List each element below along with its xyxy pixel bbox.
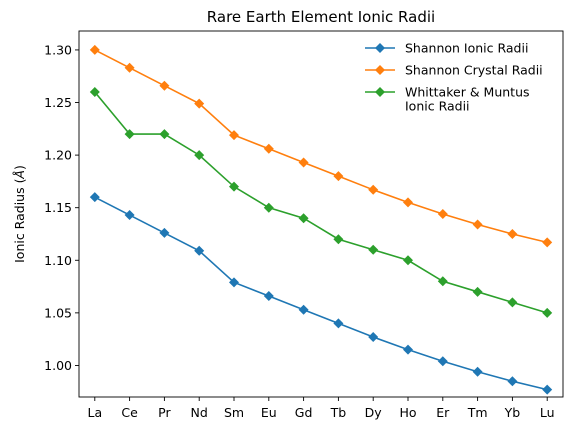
y-axis-label-unit: Å: [12, 170, 27, 180]
x-tick-label: La: [87, 405, 102, 420]
x-tick-label: Tb: [330, 405, 347, 420]
legend-label: Shannon Crystal Radii: [405, 63, 543, 78]
data-point: [229, 181, 239, 192]
x-tick-label: Eu: [261, 405, 277, 420]
series-line: [94, 49, 548, 244]
x-tick-label: Pr: [158, 405, 171, 420]
data-point: [263, 291, 274, 302]
x-tick-label: Er: [436, 405, 450, 420]
legend-label: Ionic Radii: [405, 99, 470, 114]
x-tick-label: Ce: [121, 405, 138, 420]
data-point: [507, 376, 518, 387]
data-point: [542, 384, 553, 395]
data-point: [229, 130, 239, 141]
data-point: [507, 228, 518, 239]
y-axis-label-prefix: Ionic Radius (: [12, 179, 27, 263]
x-axis: La Ce Pr Nd Sm Eu Gd Tb Dy Ho Er Tm Yb Lu: [87, 397, 555, 420]
series-line: [94, 91, 548, 314]
legend-label: Shannon Ionic Radii: [405, 41, 528, 56]
y-tick-label: 1.05: [44, 305, 72, 320]
data-point: [194, 98, 205, 109]
data-point: [298, 157, 309, 168]
x-tick-label: Dy: [365, 405, 383, 420]
data-point: [368, 244, 379, 255]
data-point: [437, 356, 448, 367]
data-point: [124, 62, 135, 73]
data-point: [437, 209, 448, 219]
series-line: [94, 196, 548, 391]
data-point: [263, 202, 274, 213]
data-point: [333, 318, 344, 329]
x-tick-label: Ho: [399, 405, 416, 420]
data-point: [472, 286, 483, 297]
x-tick-label: Gd: [295, 405, 313, 420]
series-2: [89, 44, 553, 248]
data-point: [159, 129, 170, 140]
data-point: [159, 227, 170, 238]
series-3: [89, 87, 553, 318]
legend-swatch-marker: [375, 87, 385, 97]
data-point: [333, 234, 344, 245]
data-point: [403, 255, 413, 266]
legend-item: Shannon Crystal Radii: [365, 63, 543, 78]
data-point: [124, 210, 135, 221]
data-point: [368, 332, 379, 343]
chart-title: Rare Earth Element Ionic Radii: [207, 8, 435, 26]
legend-item: Shannon Ionic Radii: [365, 41, 528, 56]
y-axis: 1.00 1.05 1.10 1.15 1.20 1.25 1.30: [44, 42, 79, 373]
y-tick-label: 1.10: [44, 253, 72, 268]
legend-swatch-marker: [375, 65, 385, 75]
data-point: [437, 276, 448, 287]
y-tick-label: 1.15: [44, 200, 72, 215]
series-1: [89, 192, 553, 395]
series-layer: [89, 44, 553, 395]
data-point: [542, 307, 553, 318]
data-point: [333, 171, 344, 182]
data-point: [472, 219, 483, 230]
y-axis-label: Ionic Radius (Å): [12, 165, 27, 263]
data-point: [89, 192, 100, 203]
data-point: [263, 143, 274, 154]
x-tick-label: Yb: [504, 405, 521, 420]
plot-frame: [78, 30, 564, 398]
x-tick-label: Lu: [540, 405, 555, 420]
data-point: [298, 213, 309, 224]
y-axis-label-suffix: ): [12, 165, 27, 170]
data-point: [298, 304, 309, 315]
data-point: [472, 366, 483, 377]
y-tick-label: 1.00: [44, 358, 72, 373]
y-tick-label: 1.30: [44, 42, 72, 57]
y-tick-label: 1.25: [44, 95, 72, 110]
data-point: [507, 297, 518, 308]
data-point: [89, 44, 100, 55]
x-tick-label: Nd: [191, 405, 208, 420]
legend: Shannon Ionic Radii Shannon Crystal Radii…: [365, 41, 543, 114]
y-tick-label: 1.20: [44, 148, 72, 163]
data-point: [403, 197, 413, 208]
data-point: [124, 129, 135, 140]
legend-swatch-marker: [375, 43, 385, 53]
data-point: [194, 150, 205, 161]
data-point: [403, 344, 413, 355]
data-point: [194, 245, 205, 256]
data-point: [159, 80, 170, 91]
plot-area: [79, 31, 563, 397]
data-point: [229, 277, 239, 288]
data-point: [542, 237, 553, 248]
legend-label: Whittaker & Muntus: [405, 85, 530, 100]
data-point: [368, 184, 379, 195]
x-tick-label: Tm: [467, 405, 488, 420]
x-tick-label: Sm: [224, 405, 244, 420]
data-point: [89, 87, 100, 97]
